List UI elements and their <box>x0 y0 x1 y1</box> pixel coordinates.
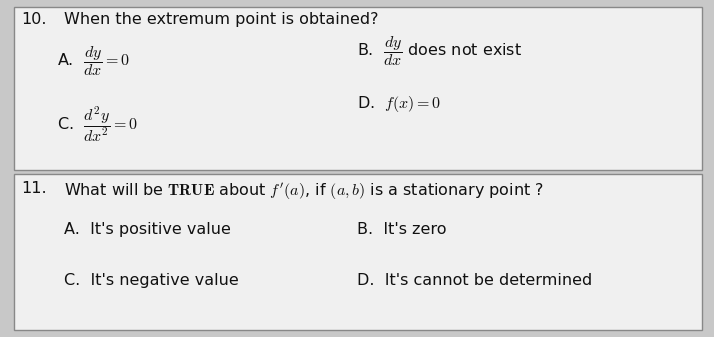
Text: B.  It's zero: B. It's zero <box>357 222 446 238</box>
Text: A.  $\dfrac{dy}{dx} = 0$: A. $\dfrac{dy}{dx} = 0$ <box>57 44 130 78</box>
Text: 11.: 11. <box>21 181 47 196</box>
Text: B.  $\dfrac{dy}{dx}$ does not exist: B. $\dfrac{dy}{dx}$ does not exist <box>357 34 522 68</box>
Text: D.  $f(x) = 0$: D. $f(x) = 0$ <box>357 94 441 114</box>
Text: D.  It's cannot be determined: D. It's cannot be determined <box>357 273 592 288</box>
Text: 10.: 10. <box>21 12 47 27</box>
Text: A.  It's positive value: A. It's positive value <box>64 222 231 238</box>
Text: What will be $\mathbf{TRUE}$ about $f'(a)$, if $(a,b)$ is a stationary point ?: What will be $\mathbf{TRUE}$ about $f'(a… <box>64 181 544 203</box>
FancyBboxPatch shape <box>14 7 702 170</box>
FancyBboxPatch shape <box>14 174 702 330</box>
Text: When the extremum point is obtained?: When the extremum point is obtained? <box>64 12 378 27</box>
Text: C.  It's negative value: C. It's negative value <box>64 273 239 288</box>
Text: C.  $\dfrac{d^2y}{dx^2} = 0$: C. $\dfrac{d^2y}{dx^2} = 0$ <box>57 104 138 145</box>
